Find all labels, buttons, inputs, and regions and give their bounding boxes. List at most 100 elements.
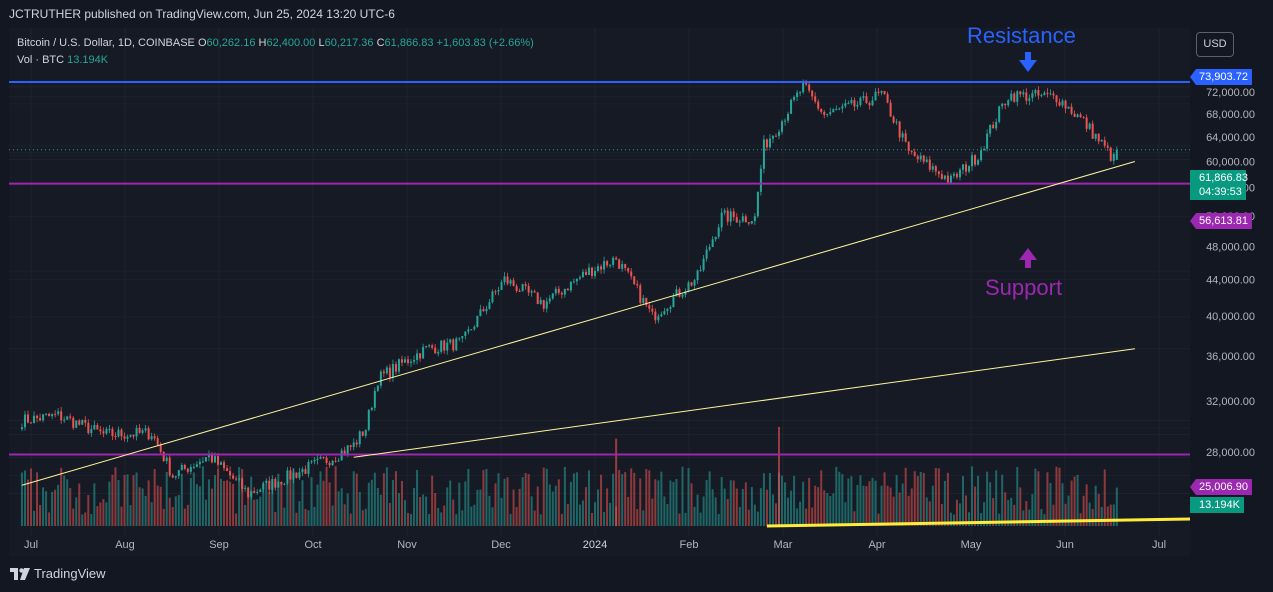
candle-body — [1037, 90, 1040, 96]
candle-body — [660, 314, 663, 317]
candle-body — [373, 390, 376, 408]
volume-bar — [1040, 508, 1043, 526]
open-value: 60,262.16 — [206, 37, 256, 49]
volume-bar — [195, 484, 198, 526]
candle-body — [934, 166, 937, 172]
candle-body — [443, 340, 446, 351]
volume-bar — [446, 487, 449, 526]
candle-body — [1073, 113, 1076, 117]
volume-bar — [974, 486, 977, 526]
symbol-title[interactable]: Bitcoin / U.S. Dollar, 1D, COINBASE — [17, 37, 195, 49]
candle-body — [213, 456, 216, 463]
candle-body — [922, 155, 925, 162]
candle-body — [889, 102, 892, 117]
currency-button[interactable]: USD — [1196, 32, 1234, 57]
volume-bar — [189, 477, 192, 526]
candle-body — [400, 359, 403, 363]
candle-body — [835, 108, 838, 110]
volume-bar — [600, 474, 603, 526]
volume-bar — [865, 486, 868, 526]
candle-body — [977, 160, 980, 165]
volume-bar — [630, 468, 633, 526]
candle-body — [883, 90, 886, 95]
volume-bar — [42, 487, 45, 526]
candle-body — [778, 131, 780, 136]
volume-bar — [774, 503, 777, 526]
candle-body — [732, 211, 735, 218]
volume-bar — [844, 502, 847, 526]
volume-bar — [817, 487, 820, 526]
candle-body — [422, 346, 425, 359]
candle-body — [467, 329, 470, 332]
candle-body — [687, 282, 690, 292]
volume-bar — [313, 506, 316, 526]
volume-bar — [1034, 468, 1037, 526]
candle-body — [391, 363, 394, 378]
candle-body — [87, 422, 90, 434]
low-value: 60,217.36 — [324, 37, 374, 49]
tradingview-brand[interactable]: TradingView — [10, 566, 106, 581]
volume-bar — [958, 503, 961, 526]
volume-bar — [1067, 495, 1070, 526]
resistance-label: Resistance — [967, 23, 1076, 48]
volume-bar — [229, 481, 232, 526]
candle-body — [301, 469, 304, 473]
volume-bar — [171, 507, 174, 526]
volume-bar — [316, 484, 319, 526]
volume-bar — [584, 487, 587, 526]
volume-level-value: 25,006.90 — [1199, 481, 1248, 493]
support-arrow-icon — [1019, 248, 1037, 260]
candle-body — [485, 308, 488, 312]
candle-body — [868, 102, 871, 106]
volume-bar — [20, 472, 23, 526]
volume-bar — [1019, 487, 1022, 526]
candle-body — [382, 371, 385, 374]
volume-bar — [72, 508, 75, 526]
time-axis-label: Jun — [1056, 539, 1074, 551]
volume-bar — [968, 512, 971, 526]
volume-bar — [1088, 502, 1091, 526]
volume-bar — [1055, 466, 1058, 526]
volume-bar — [63, 475, 66, 526]
candle-body — [410, 361, 413, 363]
volume-bar — [87, 495, 90, 526]
candle-body — [949, 175, 952, 183]
candle-body — [129, 434, 132, 437]
candle-body — [262, 483, 265, 490]
volume-bar — [186, 504, 189, 526]
volume-label[interactable]: Vol · BTC — [17, 54, 65, 66]
candle-body — [992, 124, 995, 129]
time-axis-label: Nov — [397, 539, 417, 551]
volume-bar — [1106, 506, 1109, 526]
volume-bar — [759, 488, 762, 526]
volume-bar — [428, 513, 431, 526]
volume-bar — [853, 511, 856, 526]
volume-bar — [883, 472, 886, 526]
volume-bar — [750, 487, 753, 526]
candle-body — [132, 434, 135, 437]
volume-bar — [560, 513, 563, 526]
candle-body — [26, 414, 29, 423]
chart-pane[interactable]: Resistance Support 72,000.00 68,000.00 64,00… — [9, 23, 1255, 556]
candle-body — [844, 103, 847, 107]
volume-bar — [78, 483, 81, 526]
candle-body — [1046, 92, 1049, 94]
candle-body — [1085, 117, 1088, 129]
candle-body — [747, 222, 750, 224]
candle-body — [898, 121, 901, 138]
price-chart[interactable]: Resistance Support 72,000.00 68,000.00 64,00… — [9, 23, 1255, 556]
volume-bar — [1094, 485, 1097, 526]
volume-bar — [367, 482, 370, 526]
volume-bar — [379, 494, 382, 526]
candle-body — [385, 367, 388, 374]
high-label: H — [258, 37, 267, 49]
candle-body — [473, 326, 476, 330]
volume-bar — [138, 487, 141, 526]
volume-bar — [304, 509, 307, 526]
candle-body — [886, 94, 889, 103]
candle-body — [334, 460, 337, 462]
candle-body — [536, 292, 539, 304]
volume-bar — [989, 482, 992, 526]
candle-body — [1028, 98, 1031, 101]
volume-bar — [714, 497, 717, 526]
